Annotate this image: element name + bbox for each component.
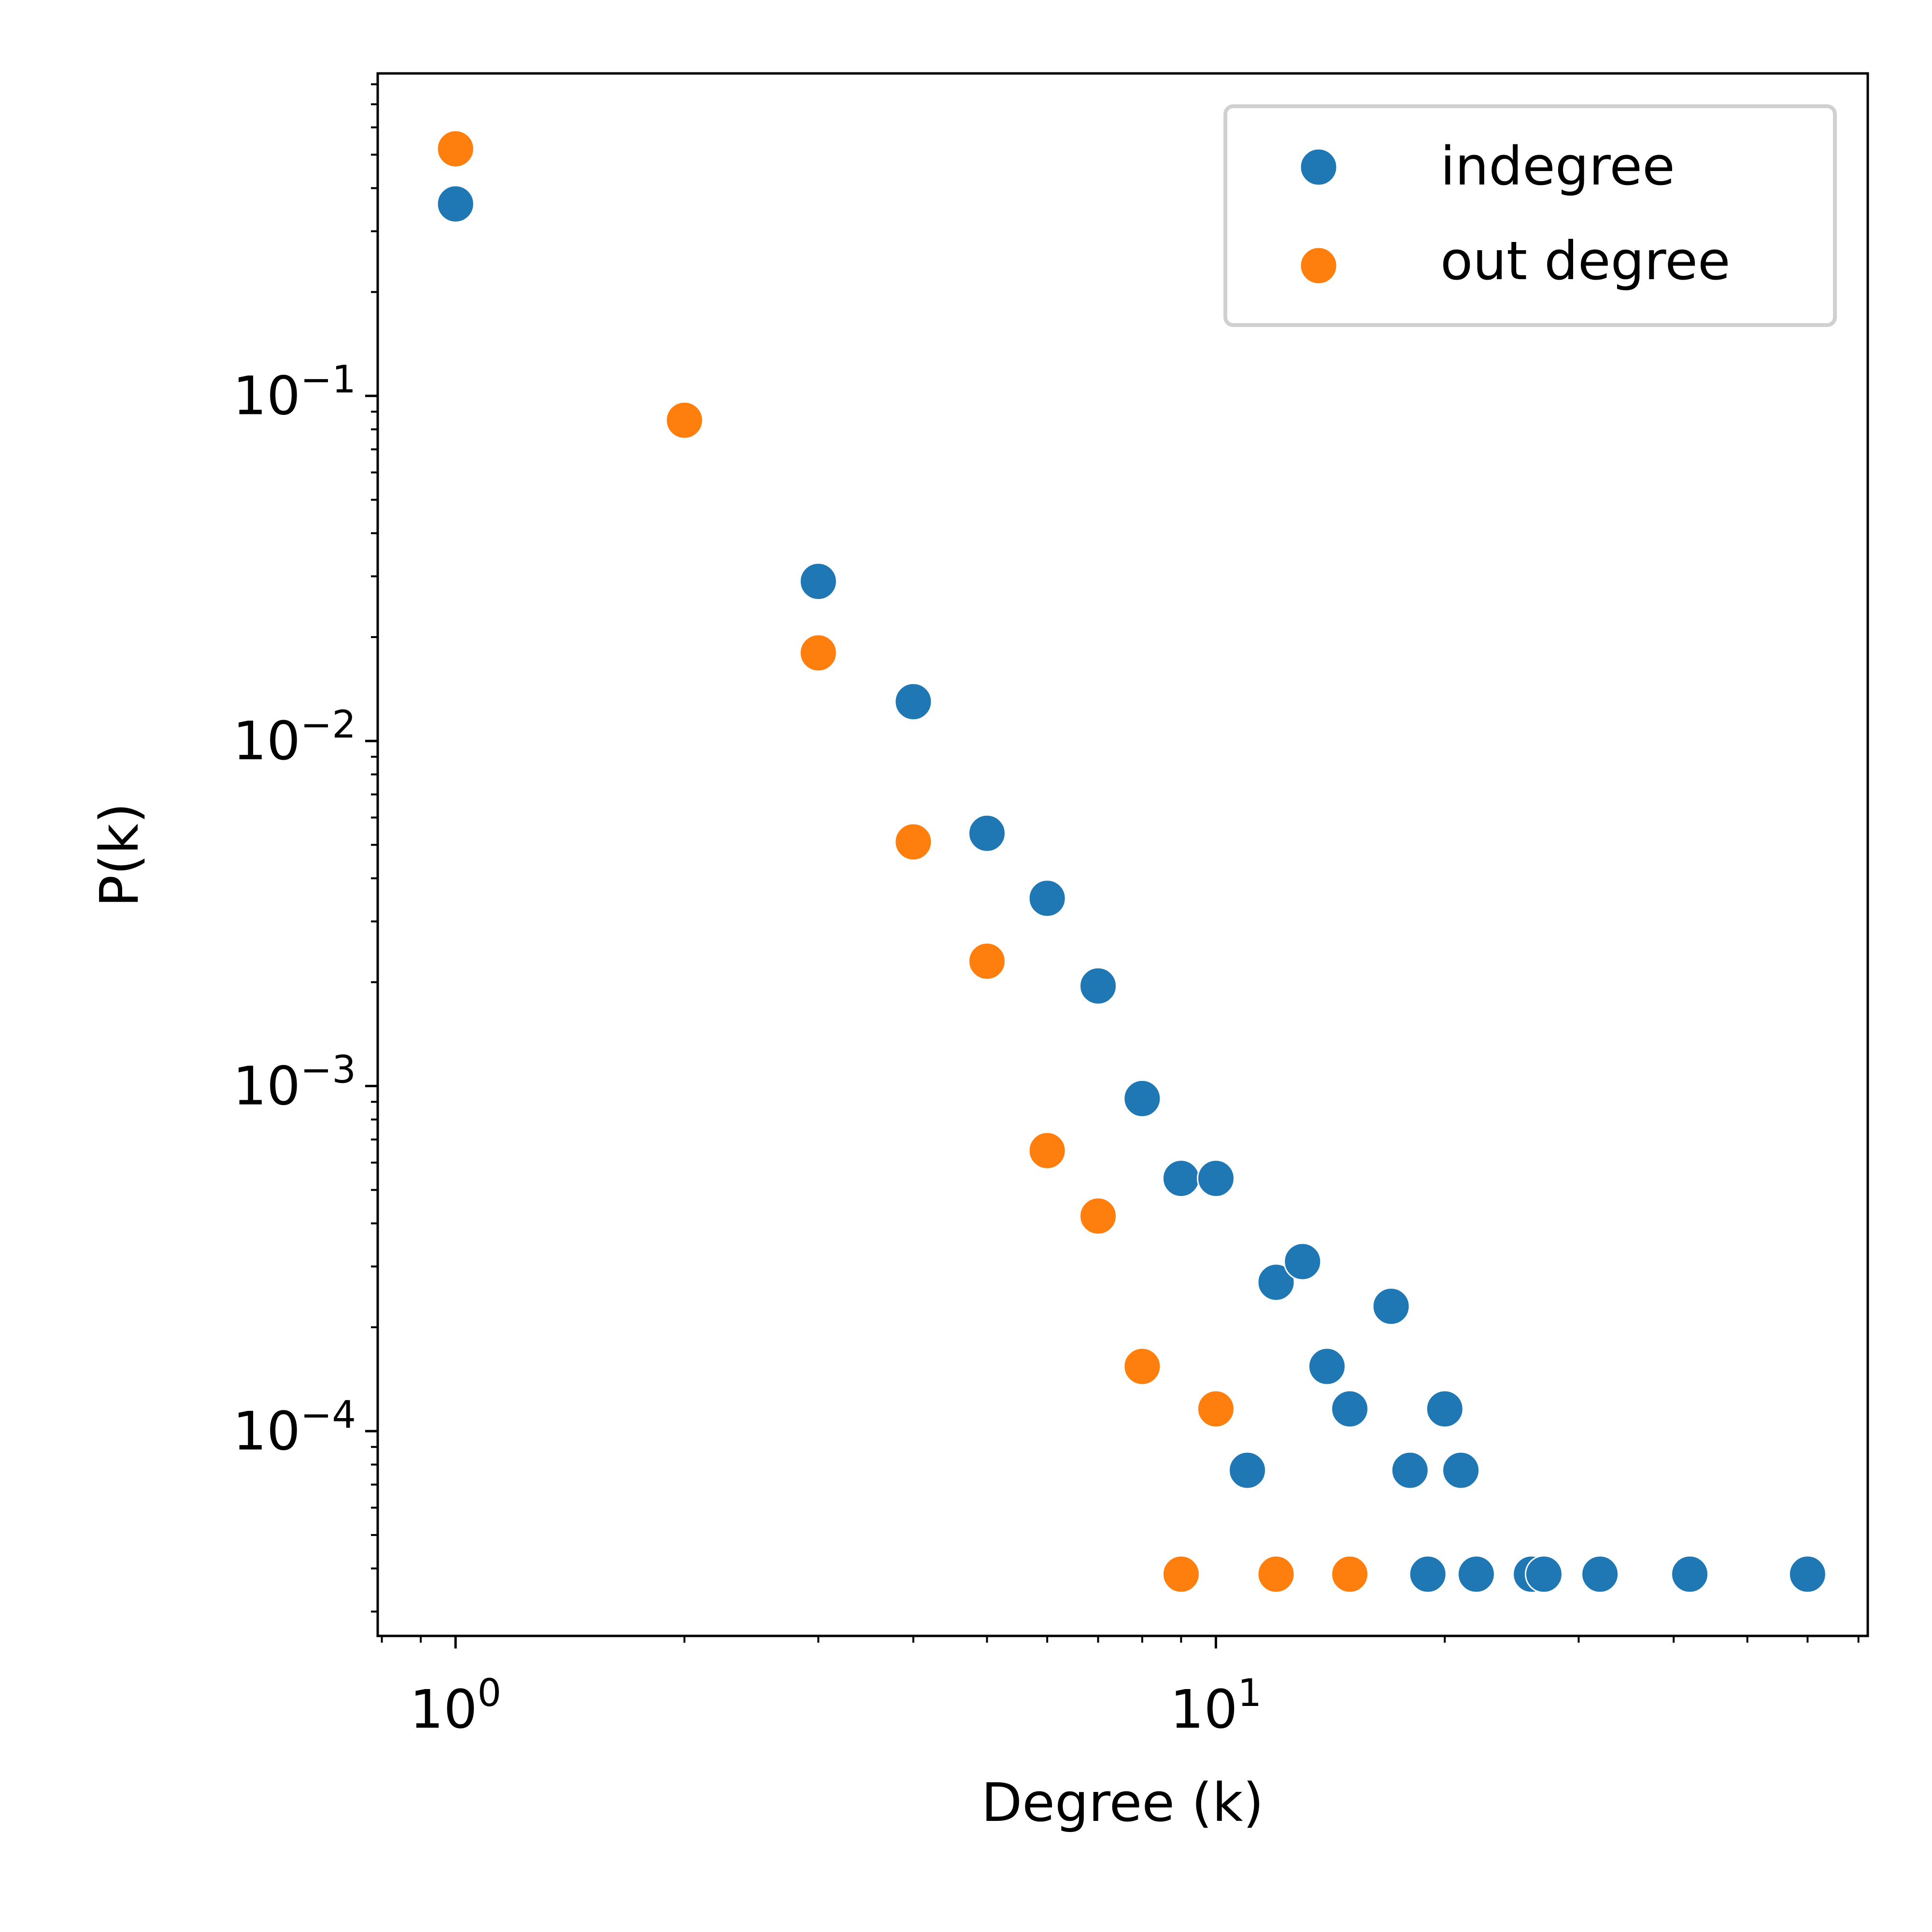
point-indegree (1163, 1160, 1199, 1197)
series-out-degree (437, 130, 1368, 1592)
y-tick-label: 10−1 (233, 358, 356, 427)
point-out-degree (1124, 1348, 1161, 1385)
legend: indegree out degree (1225, 106, 1835, 325)
point-out-degree (1080, 1198, 1117, 1235)
point-indegree (1332, 1391, 1368, 1427)
point-indegree (1284, 1243, 1321, 1280)
point-indegree (1582, 1556, 1619, 1592)
point-indegree (1458, 1556, 1494, 1592)
legend-label-indegree: indegree (1440, 135, 1675, 197)
legend-marker-out-degree (1300, 247, 1337, 284)
x-tick-label: 101 (1170, 1672, 1262, 1740)
point-indegree (1525, 1556, 1562, 1592)
data-points (437, 130, 1826, 1592)
point-indegree (1229, 1452, 1266, 1489)
point-indegree (1443, 1452, 1479, 1489)
point-indegree (1124, 1080, 1161, 1117)
point-indegree (437, 185, 474, 222)
point-indegree (1672, 1556, 1708, 1592)
point-indegree (1409, 1556, 1446, 1592)
point-indegree (1789, 1556, 1826, 1592)
y-tick-label: 10−2 (233, 703, 356, 772)
point-indegree (1080, 967, 1117, 1004)
point-out-degree (968, 943, 1005, 980)
x-axis-label: Degree (k) (981, 1772, 1264, 1833)
point-indegree (800, 563, 837, 600)
point-indegree (968, 815, 1005, 852)
point-out-degree (1258, 1556, 1294, 1592)
point-indegree (1029, 880, 1065, 917)
point-out-degree (1163, 1556, 1199, 1592)
y-tick-label: 10−4 (233, 1393, 356, 1462)
x-tick-label: 100 (410, 1672, 501, 1740)
point-out-degree (1029, 1132, 1065, 1169)
point-out-degree (1197, 1391, 1234, 1427)
y-axis-label: P(k) (88, 803, 150, 907)
point-out-degree (437, 130, 474, 167)
point-out-degree (800, 635, 837, 671)
y-tick-label: 10−3 (233, 1049, 356, 1117)
point-out-degree (1332, 1556, 1368, 1592)
legend-marker-indegree (1300, 149, 1337, 185)
point-indegree (895, 683, 932, 720)
point-indegree (1308, 1348, 1345, 1385)
point-indegree (1197, 1160, 1234, 1197)
point-indegree (1392, 1452, 1428, 1489)
legend-label-out-degree: out degree (1440, 230, 1731, 292)
point-indegree (1373, 1288, 1409, 1325)
point-out-degree (895, 824, 932, 860)
point-indegree (1426, 1391, 1463, 1427)
point-out-degree (666, 402, 703, 439)
